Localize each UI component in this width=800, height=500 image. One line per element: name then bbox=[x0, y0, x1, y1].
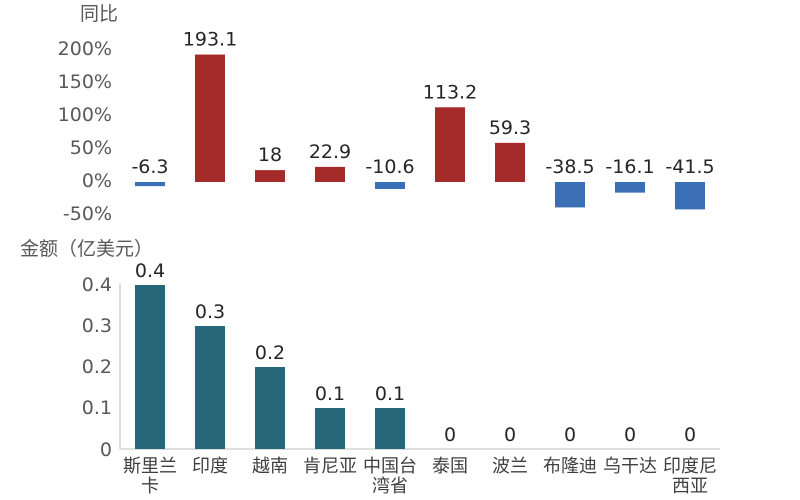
x-category-label: 肯尼亚 bbox=[303, 456, 357, 477]
top-bar bbox=[435, 107, 465, 182]
bottom-bar bbox=[195, 326, 225, 449]
x-category-label: 波兰 bbox=[492, 456, 528, 477]
top-data-label: 59.3 bbox=[489, 117, 531, 139]
x-category-label: 斯里兰 bbox=[123, 456, 177, 477]
bottom-bars-group: 0.4 0.3 0.2 0.1 0.1 0 0 0 0 0 bbox=[135, 260, 696, 449]
bottom-bar bbox=[135, 285, 165, 449]
x-category-label: 印度尼 bbox=[663, 456, 717, 477]
bottom-bar bbox=[375, 408, 405, 449]
top-y-tick: 150% bbox=[58, 71, 112, 93]
x-category-label: 印度 bbox=[192, 456, 228, 477]
bottom-y-tick: 0.4 bbox=[82, 274, 112, 296]
top-bar bbox=[495, 142, 525, 182]
top-y-axis-ticks: 200% 150% 100% 50% 0% -50% bbox=[58, 38, 112, 225]
top-bar bbox=[195, 54, 225, 182]
x-category-label: 中国台 bbox=[363, 456, 417, 477]
top-bar bbox=[615, 182, 645, 193]
top-y-tick: 0% bbox=[82, 170, 112, 192]
top-y-axis-title: 同比 bbox=[80, 3, 118, 25]
bottom-data-label: 0.2 bbox=[255, 342, 285, 364]
top-y-tick: 50% bbox=[70, 137, 112, 159]
top-bar bbox=[135, 182, 165, 187]
bottom-bar bbox=[315, 408, 345, 449]
bottom-data-label: 0 bbox=[684, 424, 696, 446]
bottom-y-tick: 0.2 bbox=[82, 356, 112, 378]
top-y-tick: 100% bbox=[58, 104, 112, 126]
bottom-data-label: 0.3 bbox=[195, 301, 225, 323]
top-data-label: -41.5 bbox=[665, 156, 714, 178]
bottom-data-label: 0.1 bbox=[375, 383, 405, 405]
top-data-label: 18 bbox=[258, 144, 282, 166]
x-category-label: 泰国 bbox=[432, 456, 468, 477]
top-bar bbox=[675, 182, 705, 210]
bottom-y-axis-ticks: 0.4 0.3 0.2 0.1 0 bbox=[82, 274, 112, 461]
top-data-label: -16.1 bbox=[605, 156, 654, 178]
top-bar bbox=[255, 170, 285, 182]
x-category-label: 湾省 bbox=[372, 476, 408, 497]
x-category-label: 乌干达 bbox=[603, 456, 657, 477]
top-data-label: -38.5 bbox=[545, 156, 594, 178]
bottom-data-label: 0 bbox=[624, 424, 636, 446]
top-bar bbox=[375, 182, 405, 189]
top-y-tick: -50% bbox=[63, 203, 112, 225]
bottom-y-tick: 0.3 bbox=[82, 315, 112, 337]
bottom-data-label: 0 bbox=[504, 424, 516, 446]
x-category-label: 布隆迪 bbox=[543, 456, 597, 477]
top-data-label: 193.1 bbox=[183, 29, 237, 51]
top-bars-group: -6.3 193.1 18 22.9 -10.6 113.2 59.3 -38.5 -16.1-… bbox=[131, 29, 715, 210]
top-data-label: 113.2 bbox=[423, 81, 477, 103]
top-y-tick: 200% bbox=[58, 38, 112, 60]
x-category-label: 西亚 bbox=[672, 476, 708, 497]
bottom-y-tick: 0.1 bbox=[82, 397, 112, 419]
bottom-data-label: 0 bbox=[444, 424, 456, 446]
x-category-label: 卡 bbox=[141, 476, 159, 497]
x-category-label: 越南 bbox=[252, 456, 288, 477]
top-data-label: -10.6 bbox=[365, 156, 414, 178]
bottom-bar bbox=[255, 367, 285, 449]
bottom-y-tick: 0 bbox=[100, 439, 112, 461]
bottom-data-label: 0.4 bbox=[135, 260, 165, 282]
top-data-label: -6.3 bbox=[131, 156, 168, 178]
bottom-data-label: 0 bbox=[564, 424, 576, 446]
top-bar bbox=[315, 166, 345, 182]
top-data-label: 22.9 bbox=[309, 141, 351, 163]
bottom-y-axis-title: 金额（亿美元） bbox=[20, 238, 153, 260]
bottom-data-label: 0.1 bbox=[315, 383, 345, 405]
top-bar bbox=[555, 182, 585, 208]
